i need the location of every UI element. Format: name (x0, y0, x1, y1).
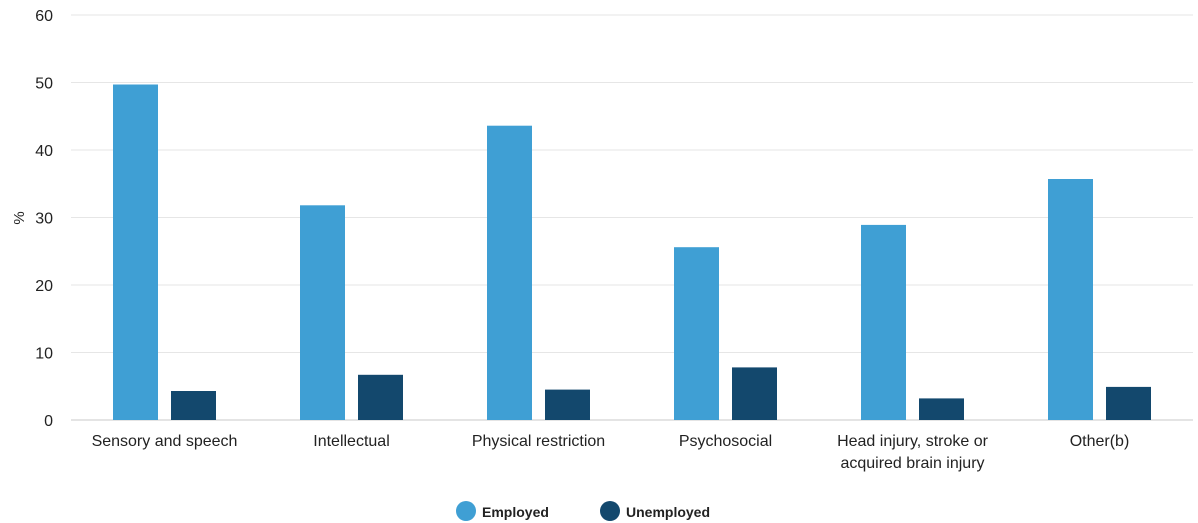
bar-unemployed[interactable] (1106, 386, 1151, 420)
x-tick-label: Sensory and speech (92, 433, 238, 450)
y-tick-label: 40 (35, 143, 53, 160)
bar-employed[interactable] (487, 125, 532, 420)
x-tick-label: Intellectual (313, 433, 390, 450)
legend-marker (600, 501, 620, 521)
x-tick-label: Head injury, stroke or acquired brain inj… (837, 433, 989, 472)
legend-label: Employed (482, 504, 549, 520)
legend-marker (456, 501, 476, 521)
legend: Employed Unemployed (456, 501, 710, 521)
bar-unemployed[interactable] (732, 367, 777, 420)
x-tick-label: Physical restriction (472, 433, 605, 450)
gridlines (71, 14, 1193, 421)
bar-unemployed[interactable] (919, 398, 964, 420)
x-tick-label: Psychosocial (679, 433, 772, 450)
x-axis: Sensory and speech Intellectual Physical r… (92, 433, 1130, 472)
bar-employed[interactable] (300, 205, 345, 420)
bar-employed[interactable] (1048, 179, 1093, 420)
bar-employed[interactable] (113, 84, 158, 421)
y-tick-label: 30 (35, 211, 53, 228)
y-tick-label: 10 (35, 346, 53, 363)
bar-unemployed[interactable] (171, 391, 216, 420)
y-tick-label: 20 (35, 278, 53, 295)
bar-unemployed[interactable] (358, 374, 403, 420)
bar-employed[interactable] (861, 224, 906, 420)
legend-item-employed[interactable]: Employed (456, 501, 549, 521)
legend-item-unemployed[interactable]: Unemployed (600, 501, 710, 521)
x-tick-label: Other(b) (1070, 433, 1130, 450)
bars (113, 84, 1151, 421)
bar-unemployed[interactable] (545, 389, 590, 420)
bar-employed[interactable] (674, 247, 719, 420)
y-axis-title: % (11, 211, 28, 224)
y-tick-label: 60 (35, 8, 53, 25)
y-tick-label: 0 (44, 413, 53, 430)
legend-label: Unemployed (626, 504, 710, 520)
y-axis: % 0 10 20 30 40 50 60 (11, 8, 53, 430)
y-tick-label: 50 (35, 76, 53, 93)
